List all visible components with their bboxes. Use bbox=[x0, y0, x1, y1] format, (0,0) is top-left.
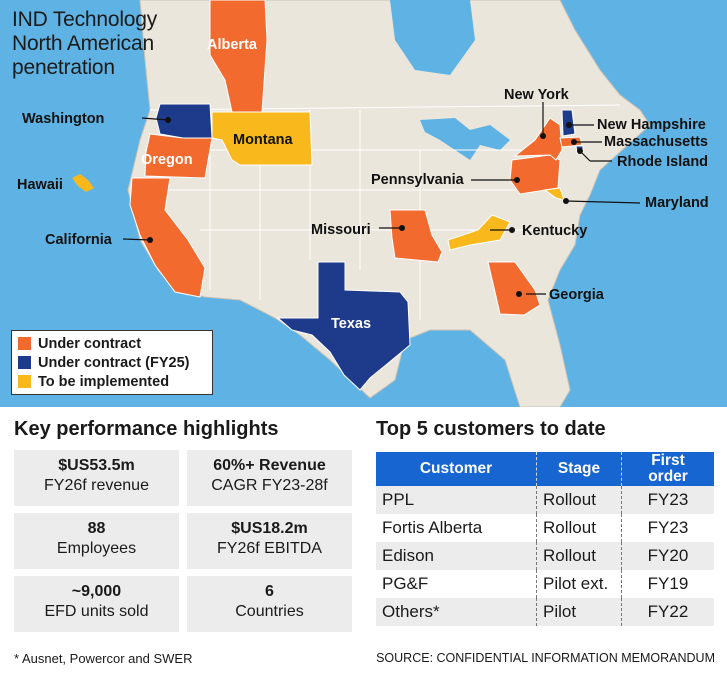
kpi-cell-units: ~9,000 EFD units sold bbox=[14, 576, 179, 632]
table-row: Others* Pilot FY22 bbox=[376, 598, 714, 626]
map-title-line-2: North American bbox=[12, 32, 154, 55]
label-new-hampshire: New Hampshire bbox=[597, 117, 706, 133]
label-georgia: Georgia bbox=[549, 287, 605, 303]
cell-customer: Others* bbox=[376, 598, 537, 626]
label-missouri: Missouri bbox=[311, 222, 371, 238]
leader-lines bbox=[122, 102, 641, 295]
region-texas bbox=[276, 261, 411, 391]
legend-swatch-yellow bbox=[18, 375, 31, 388]
map-title-line-3: penetration bbox=[12, 56, 115, 79]
label-hawaii: Hawaii bbox=[17, 177, 63, 193]
cell-stage: Rollout bbox=[536, 542, 622, 570]
cell-first-order: FY22 bbox=[621, 598, 714, 626]
kpi-value: $US18.2m bbox=[231, 520, 308, 537]
kpi-label: Employees bbox=[56, 540, 137, 557]
customers-title: Top 5 customers to date bbox=[376, 418, 606, 440]
kpi-label: Countries bbox=[235, 603, 304, 620]
kpi-cell-countries: 6 Countries bbox=[187, 576, 352, 632]
legend-item-under-contract: Under contract bbox=[18, 334, 206, 353]
kpi-cell-ebitda: $US18.2m FY26f EBITDA bbox=[187, 513, 352, 569]
label-alberta: Alberta bbox=[207, 37, 258, 53]
map-title: IND Technology North American penetratio… bbox=[12, 8, 157, 80]
kpi-value: $US53.5m bbox=[58, 457, 135, 474]
label-california: California bbox=[45, 232, 113, 248]
label-new-york: New York bbox=[504, 87, 570, 103]
kpi-cell-employees: 88 Employees bbox=[14, 513, 179, 569]
footnote: * Ausnet, Powercor and SWER bbox=[14, 651, 193, 666]
kpi-value: 88 bbox=[87, 520, 106, 537]
column-header-stage: Stage bbox=[536, 452, 622, 486]
kpi-label: CAGR FY23-28f bbox=[211, 477, 328, 494]
cell-customer: Fortis Alberta bbox=[376, 514, 537, 542]
legend-swatch-navy bbox=[18, 356, 31, 369]
region-oregon bbox=[144, 133, 213, 179]
cell-first-order: FY23 bbox=[621, 514, 714, 542]
cell-customer: PPL bbox=[376, 486, 537, 514]
cell-stage: Pilot ext. bbox=[536, 570, 622, 598]
column-header-first-order: First order bbox=[621, 452, 714, 486]
great-lakes bbox=[420, 118, 510, 160]
cell-stage: Pilot bbox=[536, 598, 622, 626]
kpi-value: 6 bbox=[265, 583, 274, 600]
kpi-grid: $US53.5m FY26f revenue 60%+ Revenue CAGR… bbox=[14, 450, 352, 633]
source-credit: SOURCE: CONFIDENTIAL INFORMATION MEMORAN… bbox=[376, 651, 715, 665]
cell-customer: PG&F bbox=[376, 570, 537, 598]
region-hawaii bbox=[72, 174, 94, 192]
column-header-first-order-line-2: order bbox=[648, 468, 688, 485]
legend-label: Under contract bbox=[38, 335, 142, 352]
label-pennsylvania: Pennsylvania bbox=[371, 172, 465, 188]
kpi-cell-cagr: 60%+ Revenue CAGR FY23-28f bbox=[187, 450, 352, 506]
label-texas: Texas bbox=[331, 316, 371, 332]
table-row: PG&F Pilot ext. FY19 bbox=[376, 570, 714, 598]
kpi-label: FY26f revenue bbox=[44, 477, 149, 494]
kpi-label: FY26f EBITDA bbox=[217, 540, 322, 557]
cell-first-order: FY20 bbox=[621, 542, 714, 570]
customers-table: Customer Stage First order PPL Rollout F… bbox=[376, 452, 714, 626]
cell-customer: Edison bbox=[376, 542, 537, 570]
legend-label: To be implemented bbox=[38, 373, 170, 390]
column-header-first-order-line-1: First bbox=[651, 452, 685, 469]
kpi-label: EFD units sold bbox=[44, 603, 149, 620]
label-massachusetts: Massachusetts bbox=[604, 134, 708, 150]
legend-item-under-contract-fy25: Under contract (FY25) bbox=[18, 353, 206, 372]
map-title-line-1: IND Technology bbox=[12, 8, 158, 31]
label-rhode-island: Rhode Island bbox=[617, 154, 708, 170]
kpi-value: ~9,000 bbox=[71, 583, 122, 600]
region-missouri bbox=[389, 209, 443, 263]
region-pennsylvania bbox=[509, 154, 561, 195]
legend-swatch-orange bbox=[18, 337, 31, 350]
kpi-cell-revenue: $US53.5m FY26f revenue bbox=[14, 450, 179, 506]
label-montana: Montana bbox=[233, 132, 294, 148]
region-montana bbox=[211, 111, 313, 166]
leader-dots bbox=[147, 117, 583, 297]
hudson-bay bbox=[390, 0, 475, 75]
cell-stage: Rollout bbox=[536, 486, 622, 514]
table-row: Edison Rollout FY20 bbox=[376, 542, 714, 570]
label-washington: Washington bbox=[22, 111, 104, 127]
kpi-title: Key performance highlights bbox=[14, 418, 279, 440]
label-kentucky: Kentucky bbox=[522, 223, 587, 239]
table-row: Fortis Alberta Rollout FY23 bbox=[376, 514, 714, 542]
region-kentucky bbox=[447, 214, 511, 251]
region-california bbox=[129, 177, 206, 298]
region-washington bbox=[155, 103, 213, 139]
cell-stage: Rollout bbox=[536, 514, 622, 542]
label-maryland: Maryland bbox=[645, 195, 709, 211]
map-legend: Under contract Under contract (FY25) To … bbox=[11, 330, 213, 395]
column-header-customer: Customer bbox=[376, 452, 537, 486]
label-oregon: Oregon bbox=[141, 152, 193, 168]
legend-label: Under contract (FY25) bbox=[38, 354, 190, 371]
cell-first-order: FY23 bbox=[621, 486, 714, 514]
kpi-value: 60%+ Revenue bbox=[213, 457, 326, 474]
cell-first-order: FY19 bbox=[621, 570, 714, 598]
region-georgia bbox=[487, 261, 541, 316]
legend-item-to-be-implemented: To be implemented bbox=[18, 372, 206, 391]
table-header-row: Customer Stage First order bbox=[376, 452, 714, 486]
table-row: PPL Rollout FY23 bbox=[376, 486, 714, 514]
